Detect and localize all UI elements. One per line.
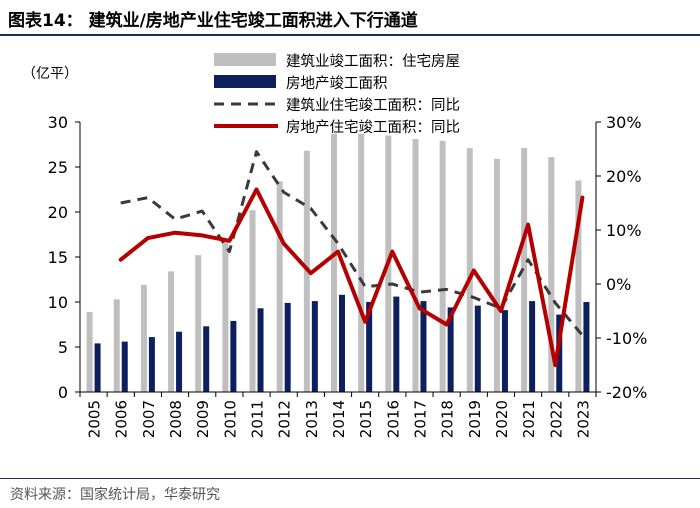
bar-realestate-2007 — [148, 337, 155, 392]
title-bar: 图表14： 建筑业/房地产业住宅竣工面积进入下行通道 — [0, 0, 700, 36]
line-construction-yoy — [120, 150, 584, 337]
x-tick-label-2013: 2013 — [303, 400, 321, 438]
bar-realestate-2022 — [556, 314, 563, 392]
x-tick-label-2022: 2022 — [547, 400, 565, 438]
legend-swatch-construction-bar — [214, 53, 276, 66]
bar-construction-2007 — [140, 284, 147, 392]
y-right-tick-label: 0% — [606, 275, 631, 294]
bar-realestate-2010 — [230, 320, 237, 392]
bar-realestate-2015 — [366, 302, 373, 392]
bar-realestate-2014 — [339, 294, 345, 392]
y-left-tick-label: 30 — [48, 113, 68, 132]
bar-realestate-2013 — [311, 301, 318, 392]
bar-construction-2012 — [276, 181, 283, 392]
bar-realestate-2021 — [529, 301, 536, 392]
y-left-tick-label: 20 — [48, 203, 68, 222]
bar-realestate-2012 — [284, 302, 291, 392]
bar-realestate-2020 — [501, 310, 508, 392]
bar-realestate-2011 — [257, 308, 264, 392]
line-realestate-yoy — [118, 187, 585, 367]
bar-construction-2005 — [86, 311, 93, 392]
y-right-tick-label: -10% — [606, 329, 647, 348]
x-tick-label-2019: 2019 — [466, 400, 484, 438]
y-right-tick-label: 30% — [606, 113, 642, 132]
x-tick-label-2017: 2017 — [411, 400, 429, 438]
bar-realestate-2005 — [94, 343, 101, 392]
y-right-tick-label: -20% — [606, 383, 647, 402]
title-divider — [0, 34, 700, 36]
source-note: 资料来源：国家统计局，华泰研究 — [10, 487, 220, 503]
x-tick-label-2011: 2011 — [249, 400, 267, 438]
bar-construction-2020 — [493, 158, 500, 392]
bar-construction-2018 — [439, 140, 446, 392]
y-left-tick-label: 0 — [58, 383, 68, 402]
bar-realestate-2018 — [447, 307, 454, 392]
x-tick-label-2023: 2023 — [574, 400, 592, 438]
axes-layer: 0 5 10 15 20 25 30 -20% -10% 0% 10% 20% 30% 2005 2006 2… — [48, 113, 648, 438]
y-left-tick-label: 10 — [48, 293, 68, 312]
bar-construction-2023 — [575, 180, 582, 392]
y-left-tick-label: 25 — [48, 158, 68, 177]
bar-realestate-2009 — [203, 326, 210, 392]
legend-label: 房地产住宅竣工面积：同比 — [286, 119, 460, 136]
y-left-tick-label: 5 — [58, 338, 68, 357]
x-tick-label-2020: 2020 — [493, 400, 511, 438]
x-tick-label-2012: 2012 — [276, 400, 294, 438]
lines-layer — [118, 150, 585, 367]
x-tick-label-2005: 2005 — [86, 400, 104, 438]
x-tick-label-2021: 2021 — [520, 400, 538, 438]
bar-construction-2015 — [358, 133, 365, 392]
x-tick-label-2015: 2015 — [357, 400, 375, 438]
y-right-tick-label: 20% — [606, 167, 642, 186]
bar-construction-2021 — [521, 148, 528, 392]
x-tick-label-2008: 2008 — [167, 400, 185, 438]
bar-realestate-2023 — [583, 302, 590, 392]
bar-construction-2008 — [168, 271, 175, 392]
bar-construction-2011 — [249, 210, 256, 392]
x-tick-label-2007: 2007 — [140, 400, 158, 438]
bar-construction-2006 — [113, 299, 120, 392]
bar-realestate-2019 — [474, 305, 481, 392]
legend: 建筑业竣工面积：住宅房屋房地产竣工面积建筑业住宅竣工面积：同比房地产住宅竣工面积… — [214, 53, 460, 136]
legend-swatch-realestate-bar — [214, 75, 276, 88]
y-left-tick-label: 15 — [48, 248, 68, 267]
x-tick-label-2006: 2006 — [113, 400, 131, 438]
y-axis-label: （亿平） — [22, 66, 78, 82]
x-tick-label-2010: 2010 — [221, 400, 239, 438]
y-right-tick-label: 10% — [606, 221, 642, 240]
legend-label: 房地产竣工面积 — [286, 75, 388, 92]
bar-realestate-2006 — [121, 341, 128, 392]
bar-construction-2019 — [466, 148, 473, 392]
bar-construction-2022 — [548, 157, 555, 392]
x-tick-label-2014: 2014 — [330, 400, 348, 438]
figure-title: 图表14： 建筑业/房地产业住宅竣工面积进入下行通道 — [8, 11, 418, 31]
bar-construction-2014 — [331, 133, 337, 392]
x-tick-label-2018: 2018 — [439, 400, 457, 438]
bar-construction-2010 — [222, 239, 229, 392]
bar-construction-2017 — [412, 139, 419, 392]
legend-label: 建筑业住宅竣工面积：同比 — [286, 97, 460, 114]
bar-realestate-2016 — [393, 296, 400, 392]
source-divider — [0, 478, 700, 479]
x-tick-label-2009: 2009 — [194, 400, 212, 438]
legend-label: 建筑业竣工面积：住宅房屋 — [286, 53, 460, 70]
combo-chart: 建筑业竣工面积：住宅房屋房地产竣工面积建筑业住宅竣工面积：同比房地产住宅竣工面积… — [22, 53, 648, 438]
bar-realestate-2017 — [420, 301, 427, 392]
bar-construction-2009 — [195, 255, 202, 392]
x-tick-label-2016: 2016 — [384, 400, 402, 438]
bar-realestate-2008 — [176, 331, 183, 392]
